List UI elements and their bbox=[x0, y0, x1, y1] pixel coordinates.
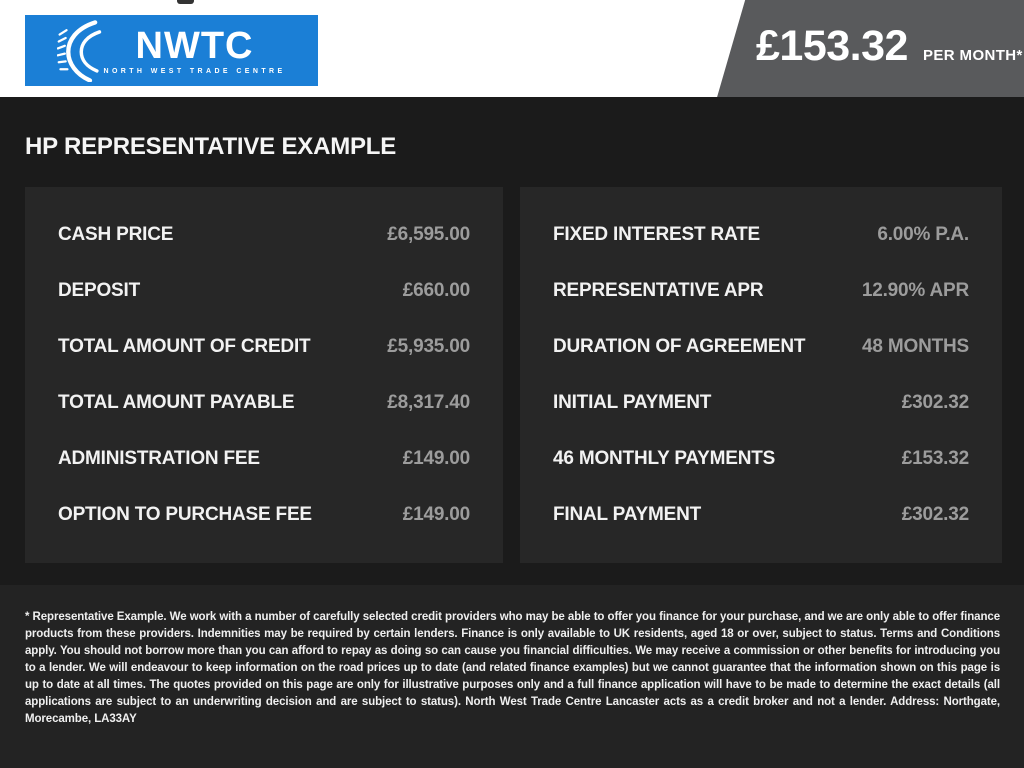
finance-row-value: 12.90% APR bbox=[861, 280, 969, 301]
tyre-icon bbox=[57, 19, 102, 82]
finance-row-value: £149.00 bbox=[402, 448, 470, 469]
finance-row-value: £149.00 bbox=[402, 504, 470, 525]
logo-tagline: NORTH WEST TRADE CENTRE bbox=[103, 67, 286, 75]
main-content: HP REPRESENTATIVE EXAMPLE CASH PRICE £6,… bbox=[0, 97, 1024, 585]
finance-row-option-fee: OPTION TO PURCHASE FEE £149.00 bbox=[58, 487, 470, 543]
finance-row-value: 48 MONTHS bbox=[862, 336, 969, 357]
finance-row-value: £302.32 bbox=[901, 504, 969, 525]
disclaimer-text: * Representative Example. We work with a… bbox=[25, 611, 1000, 725]
finance-row-value: 6.00% P.A. bbox=[877, 224, 969, 245]
finance-row-value: £302.32 bbox=[901, 392, 969, 413]
finance-row-label: CASH PRICE bbox=[58, 224, 174, 245]
monthly-price-period: PER MONTH* bbox=[922, 47, 1023, 64]
finance-row-total-credit: TOTAL AMOUNT OF CREDIT £5,935.00 bbox=[58, 319, 470, 375]
finance-row-label: OPTION TO PURCHASE FEE bbox=[58, 504, 312, 525]
finance-row-label: DURATION OF AGREEMENT bbox=[553, 336, 806, 357]
finance-row-label: FIXED INTEREST RATE bbox=[553, 224, 760, 245]
top-edge-artifact bbox=[177, 0, 194, 4]
page-title: HP REPRESENTATIVE EXAMPLE bbox=[25, 133, 397, 160]
logo-text: NWTC NORTH WEST TRADE CENTRE bbox=[103, 27, 285, 75]
finance-row-label: INITIAL PAYMENT bbox=[553, 392, 712, 413]
finance-panels: CASH PRICE £6,595.00 DEPOSIT £660.00 TOT… bbox=[25, 187, 1002, 563]
finance-row-initial-payment: INITIAL PAYMENT £302.32 bbox=[553, 375, 969, 431]
finance-row-final-payment: FINAL PAYMENT £302.32 bbox=[553, 487, 969, 543]
finance-row-label: 46 MONTHLY PAYMENTS bbox=[553, 448, 776, 469]
page-header: NWTC NORTH WEST TRADE CENTRE £153.32 PER… bbox=[0, 0, 1024, 97]
finance-row-value: £6,595.00 bbox=[387, 224, 470, 245]
finance-row-value: £5,935.00 bbox=[387, 336, 470, 357]
finance-row-label: TOTAL AMOUNT OF CREDIT bbox=[58, 336, 311, 357]
finance-row-deposit: DEPOSIT £660.00 bbox=[58, 263, 470, 319]
finance-row-cash-price: CASH PRICE £6,595.00 bbox=[58, 207, 470, 263]
finance-row-value: £153.32 bbox=[901, 448, 969, 469]
finance-row-label: REPRESENTATIVE APR bbox=[553, 280, 764, 301]
finance-row-value: £8,317.40 bbox=[387, 392, 470, 413]
finance-row-label: ADMINISTRATION FEE bbox=[58, 448, 260, 469]
logo-name: NWTC bbox=[135, 24, 254, 67]
finance-row-duration: DURATION OF AGREEMENT 48 MONTHS bbox=[553, 319, 969, 375]
finance-row-label: FINAL PAYMENT bbox=[553, 504, 702, 525]
finance-row-monthly-payments: 46 MONTHLY PAYMENTS £153.32 bbox=[553, 431, 969, 487]
dealer-logo-inner: NWTC NORTH WEST TRADE CENTRE bbox=[57, 19, 285, 82]
finance-row-label: TOTAL AMOUNT PAYABLE bbox=[58, 392, 295, 413]
monthly-price-row: £153.32 PER MONTH* bbox=[717, 22, 1023, 71]
finance-panel-left: CASH PRICE £6,595.00 DEPOSIT £660.00 TOT… bbox=[25, 187, 503, 563]
finance-row-label: DEPOSIT bbox=[58, 280, 141, 301]
finance-row-apr: REPRESENTATIVE APR 12.90% APR bbox=[553, 263, 969, 319]
monthly-price-amount: £153.32 bbox=[756, 22, 908, 70]
finance-row-total-payable: TOTAL AMOUNT PAYABLE £8,317.40 bbox=[58, 375, 470, 431]
disclaimer-footer: * Representative Example. We work with a… bbox=[0, 585, 1024, 768]
finance-panel-right: FIXED INTEREST RATE 6.00% P.A. REPRESENT… bbox=[520, 187, 1002, 563]
monthly-price-banner: £153.32 PER MONTH* bbox=[717, 0, 1024, 97]
dealer-logo: NWTC NORTH WEST TRADE CENTRE bbox=[25, 15, 318, 86]
finance-row-admin-fee: ADMINISTRATION FEE £149.00 bbox=[58, 431, 470, 487]
finance-row-value: £660.00 bbox=[402, 280, 470, 301]
finance-row-interest-rate: FIXED INTEREST RATE 6.00% P.A. bbox=[553, 207, 969, 263]
